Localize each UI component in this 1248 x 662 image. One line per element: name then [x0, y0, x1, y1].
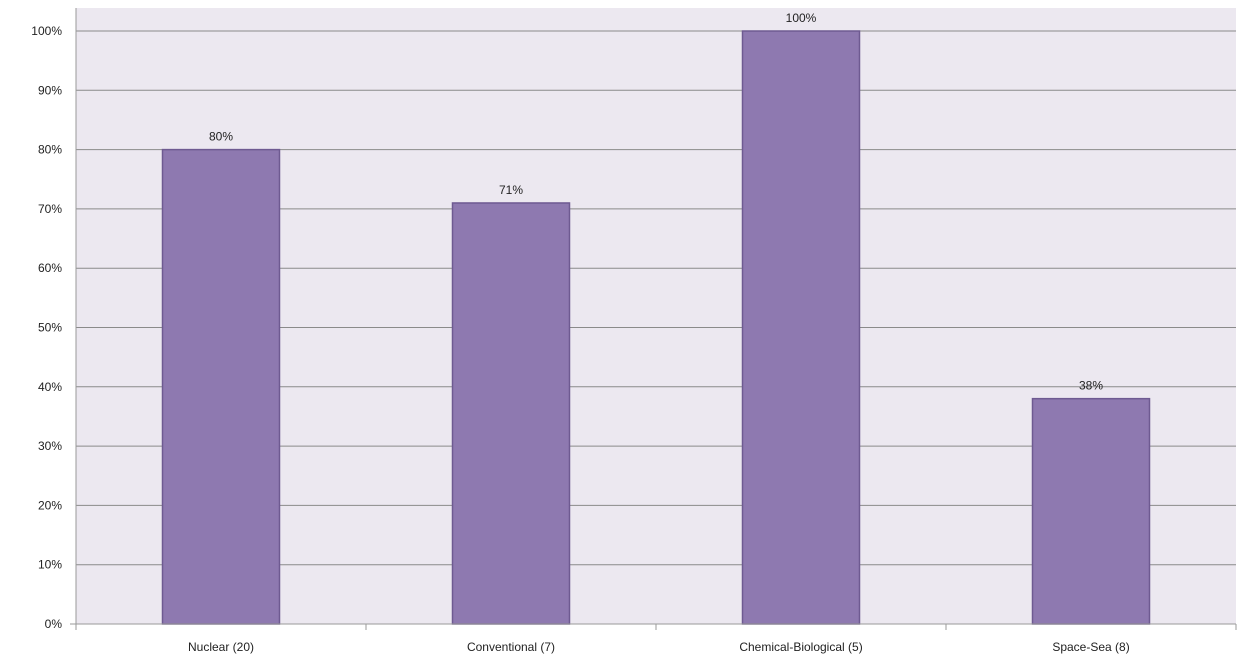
bar	[1031, 397, 1151, 625]
y-tick-label: 100%	[31, 24, 62, 38]
data-label: 71%	[499, 183, 523, 197]
y-tick-label: 10%	[38, 558, 62, 572]
bar	[741, 30, 861, 625]
data-labels: 80% 71% 100% 38%	[209, 11, 1103, 393]
y-tick-label: 30%	[38, 439, 62, 453]
y-tick-label: 0%	[45, 617, 63, 631]
bars	[161, 30, 1151, 625]
y-tick-label: 60%	[38, 261, 62, 275]
x-tick-label: Chemical-Biological (5)	[739, 640, 862, 654]
bar	[161, 148, 281, 625]
x-tick-label: Space-Sea (8)	[1052, 640, 1129, 654]
bar	[451, 202, 571, 625]
y-tick-label: 20%	[38, 498, 62, 512]
y-tick-label: 40%	[38, 380, 62, 394]
x-tick-label: Conventional (7)	[467, 640, 555, 654]
y-tick-label: 80%	[38, 143, 62, 157]
y-tick-label: 50%	[38, 321, 62, 335]
y-tick-label: 70%	[38, 202, 62, 216]
data-label: 80%	[209, 130, 233, 144]
x-tick-labels: Nuclear (20) Conventional (7) Chemical-Bio…	[188, 640, 1130, 654]
axes	[70, 8, 1237, 630]
data-label: 38%	[1079, 379, 1103, 393]
y-tick-labels: 0% 10% 20% 30% 40% 50% 60% 70% 80% 90% 100%	[31, 24, 62, 631]
data-label: 100%	[786, 11, 817, 25]
y-tick-label: 90%	[38, 83, 62, 97]
x-tick-label: Nuclear (20)	[188, 640, 254, 654]
